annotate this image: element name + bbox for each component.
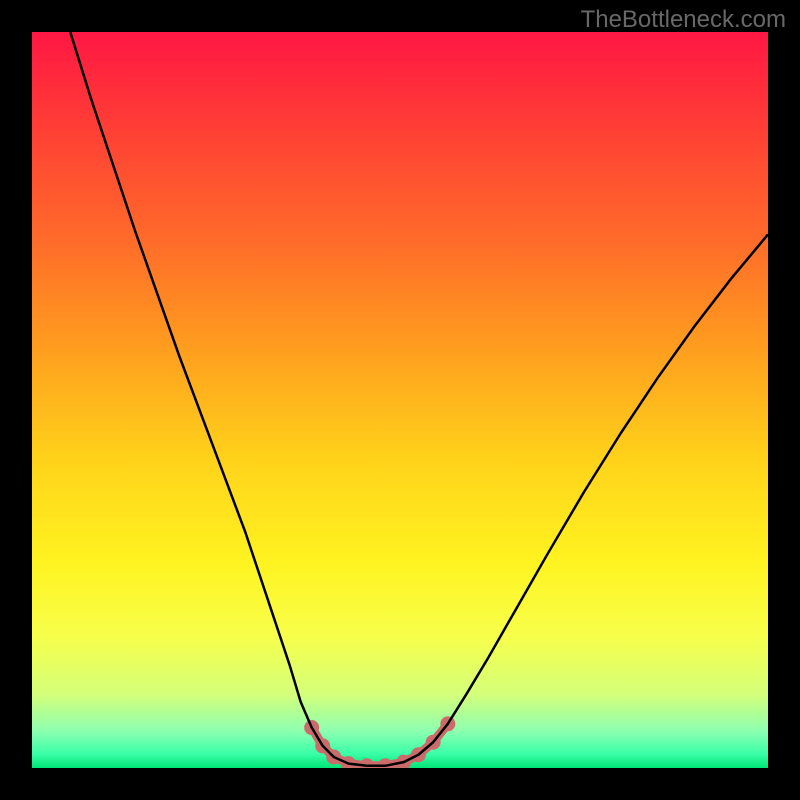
plot-area xyxy=(32,32,768,768)
chart-svg xyxy=(32,32,768,768)
gradient-background xyxy=(32,32,768,768)
chart-container: TheBottleneck.com xyxy=(0,0,800,800)
watermark-text: TheBottleneck.com xyxy=(581,6,786,34)
